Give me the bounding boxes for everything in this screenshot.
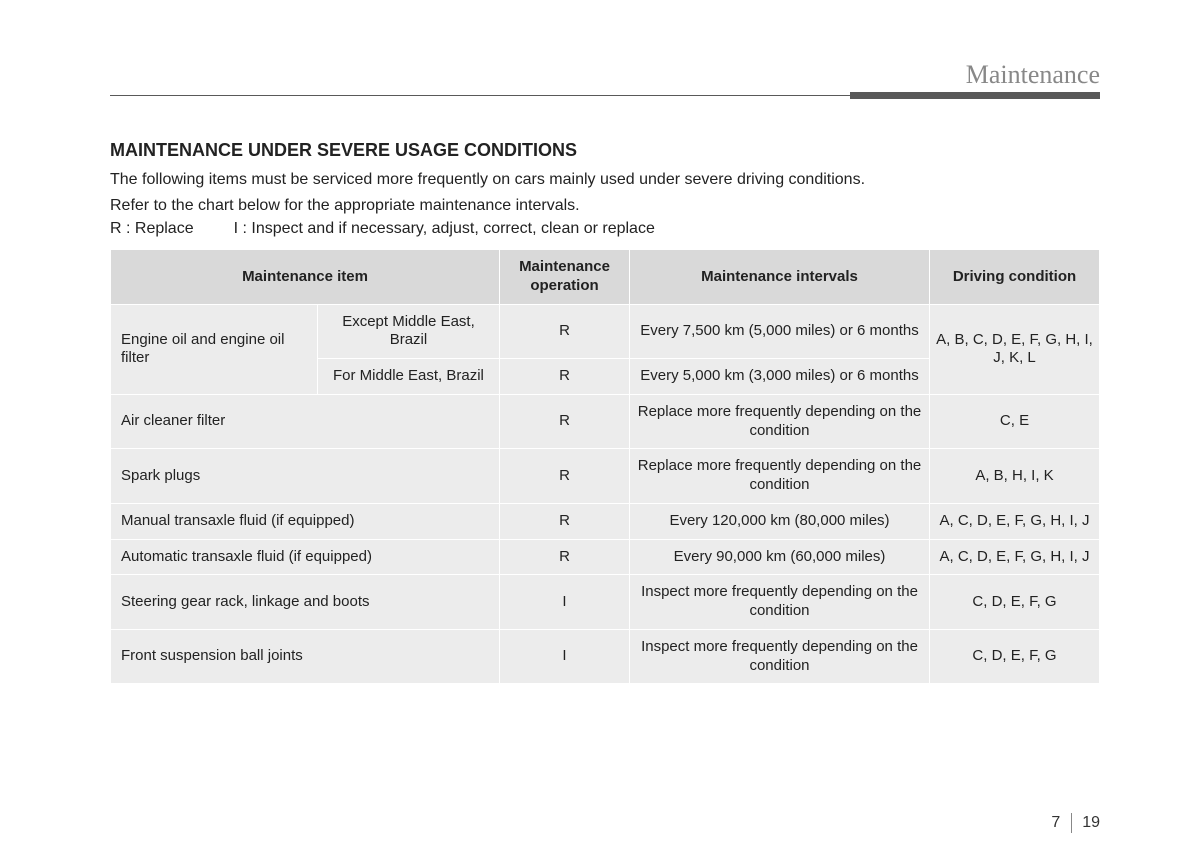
table-row: Manual transaxle fluid (if equipped) R E… [111,503,1100,539]
cell-item: Steering gear rack, linkage and boots [111,575,500,630]
cell-interval: Every 7,500 km (5,000 miles) or 6 months [630,304,930,359]
table-row: Automatic transaxle fluid (if equipped) … [111,539,1100,575]
cell-op: I [500,629,630,684]
cell-op: R [500,449,630,504]
cell-interval: Every 90,000 km (60,000 miles) [630,539,930,575]
cell-condition: A, C, D, E, F, G, H, I, J [930,539,1100,575]
th-condition: Driving condition [930,250,1100,304]
cell-interval: Inspect more frequently depending on the… [630,629,930,684]
intro-line-2: Refer to the chart below for the appropr… [110,195,1100,217]
cell-sub: For Middle East, Brazil [317,359,499,395]
cell-condition: C, E [930,394,1100,449]
table-row: Engine oil and engine oil filter Except … [111,304,1100,359]
table-row: Air cleaner filter R Replace more freque… [111,394,1100,449]
table-row: Spark plugs R Replace more frequently de… [111,449,1100,504]
cell-interval: Every 120,000 km (80,000 miles) [630,503,930,539]
table-body: Engine oil and engine oil filter Except … [111,304,1100,684]
th-intervals: Maintenance intervals [630,250,930,304]
cell-op: R [500,304,630,359]
cell-interval: Inspect more frequently depending on the… [630,575,930,630]
section-title: MAINTENANCE UNDER SEVERE USAGE CONDITION… [110,140,1100,161]
cell-op: R [500,539,630,575]
cell-op: I [500,575,630,630]
cell-condition: C, D, E, F, G [930,575,1100,630]
th-item: Maintenance item [111,250,500,304]
header-title: Maintenance [966,60,1100,90]
table-header-row: Maintenance item Maintenance operation M… [111,250,1100,304]
footer-separator [1071,813,1072,833]
footer-chapter: 7 [1051,814,1060,831]
cell-item: Manual transaxle fluid (if equipped) [111,503,500,539]
cell-interval: Every 5,000 km (3,000 miles) or 6 months [630,359,930,395]
page-header: Maintenance [110,60,1100,100]
page-container: Maintenance MAINTENANCE UNDER SEVERE USA… [0,0,1200,684]
cell-op: R [500,394,630,449]
cell-sub: Except Middle East, Brazil [317,304,499,359]
cell-interval: Replace more frequently depending on the… [630,449,930,504]
legend-r: R : Replace [110,220,194,237]
page-footer: 7 19 [1051,813,1100,833]
cell-op: R [500,359,630,395]
cell-condition: A, B, C, D, E, F, G, H, I, J, K, L [930,304,1100,394]
cell-item: Automatic transaxle fluid (if equipped) [111,539,500,575]
table-row: Steering gear rack, linkage and boots I … [111,575,1100,630]
cell-item: Air cleaner filter [111,394,500,449]
cell-item: Engine oil and engine oil filter [111,304,318,394]
cell-condition: A, B, H, I, K [930,449,1100,504]
table-row: Front suspension ball joints I Inspect m… [111,629,1100,684]
cell-op: R [500,503,630,539]
header-rule-thick [850,92,1100,99]
cell-item: Spark plugs [111,449,500,504]
cell-interval: Replace more frequently depending on the… [630,394,930,449]
cell-item: Front suspension ball joints [111,629,500,684]
legend-i: I : Inspect and if necessary, adjust, co… [234,220,655,237]
cell-condition: A, C, D, E, F, G, H, I, J [930,503,1100,539]
cell-condition: C, D, E, F, G [930,629,1100,684]
footer-page: 19 [1082,814,1100,831]
intro-line-1: The following items must be serviced mor… [110,169,1100,191]
maintenance-table: Maintenance item Maintenance operation M… [110,250,1100,684]
legend-text: R : Replace I : Inspect and if necessary,… [110,220,1100,238]
th-operation: Maintenance operation [500,250,630,304]
